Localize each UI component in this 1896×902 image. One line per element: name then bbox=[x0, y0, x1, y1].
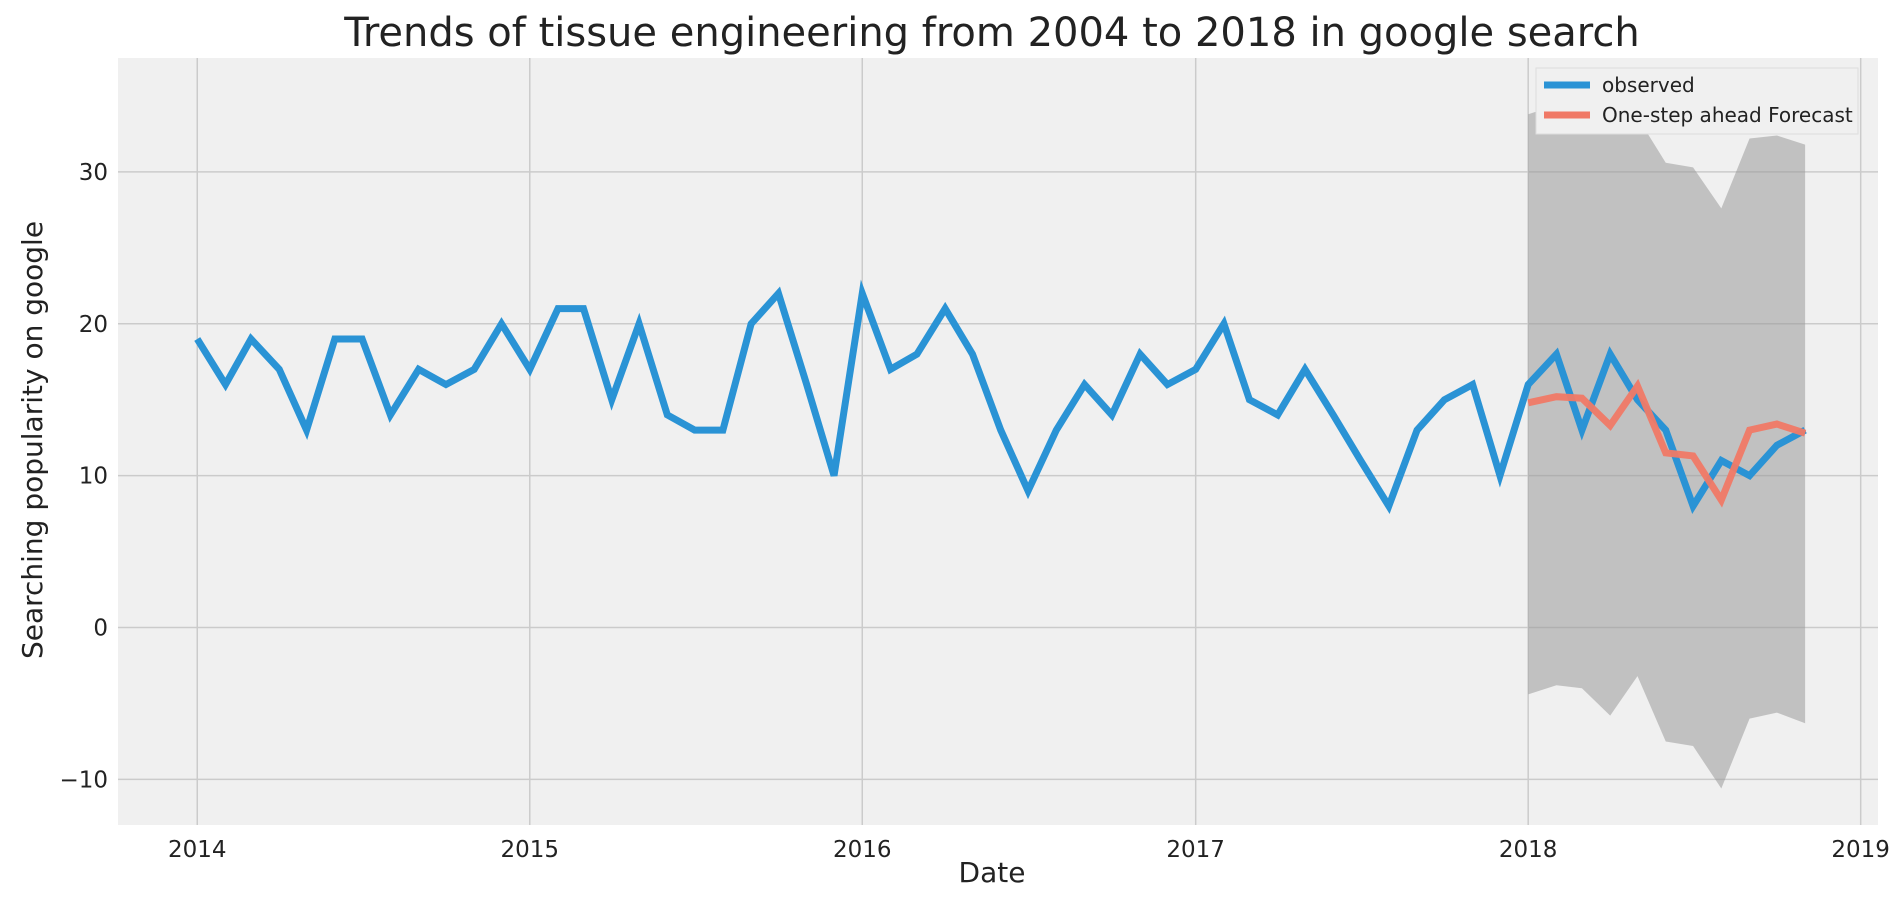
series-lines bbox=[194, 279, 1807, 515]
chart-title: Trends of tissue engineering from 2004 t… bbox=[343, 10, 1639, 56]
x-tick-label: 2014 bbox=[168, 837, 227, 863]
y-tick-label: 10 bbox=[79, 464, 108, 490]
y-tick-label: −10 bbox=[59, 767, 108, 793]
x-axis-label: Date bbox=[959, 856, 1026, 889]
legend-box bbox=[1535, 67, 1859, 135]
x-tick-labels: 2014 2015 2016 2017 2018 2019 bbox=[168, 837, 1890, 863]
legend: observed One-step ahead Forecast bbox=[1535, 67, 1859, 135]
y-tick-labels: −10 0 10 20 30 bbox=[59, 160, 108, 794]
y-tick-label: 20 bbox=[79, 312, 108, 338]
x-tick-label: 2017 bbox=[1166, 837, 1225, 863]
legend-label-observed: observed bbox=[1602, 73, 1695, 97]
x-tick-label: 2016 bbox=[833, 837, 892, 863]
legend-label-forecast: One-step ahead Forecast bbox=[1602, 103, 1853, 127]
y-tick-label: 30 bbox=[79, 160, 108, 186]
x-tick-label: 2019 bbox=[1831, 837, 1890, 863]
y-tick-label: 0 bbox=[93, 616, 108, 642]
x-tick-label: 2015 bbox=[500, 837, 559, 863]
forecast-line bbox=[1527, 378, 1807, 508]
x-tick-label: 2018 bbox=[1499, 837, 1558, 863]
y-axis-label: Searching popularity on google bbox=[16, 221, 49, 659]
observed-line bbox=[194, 279, 1807, 515]
